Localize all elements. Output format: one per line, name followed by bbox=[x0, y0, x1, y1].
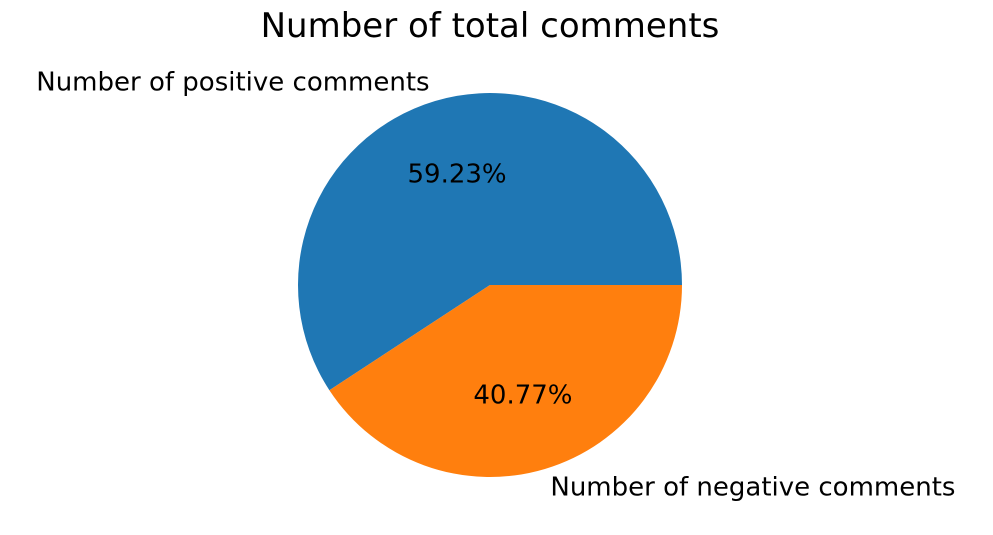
pie-slice-0 bbox=[298, 93, 682, 391]
pie-slice-1 bbox=[329, 285, 682, 478]
chart-title: Number of total comments bbox=[261, 6, 720, 46]
pie-labels: Number of positive comments 59.23% Number … bbox=[36, 68, 955, 503]
pie-slice-label-0: Number of positive comments bbox=[36, 68, 429, 98]
pie-slice-percent-1: 40.77% bbox=[473, 380, 572, 410]
pie-slice-percent-0: 59.23% bbox=[407, 160, 506, 190]
pie-slice-label-1: Number of negative comments bbox=[550, 472, 955, 502]
pie-slices bbox=[298, 93, 682, 478]
